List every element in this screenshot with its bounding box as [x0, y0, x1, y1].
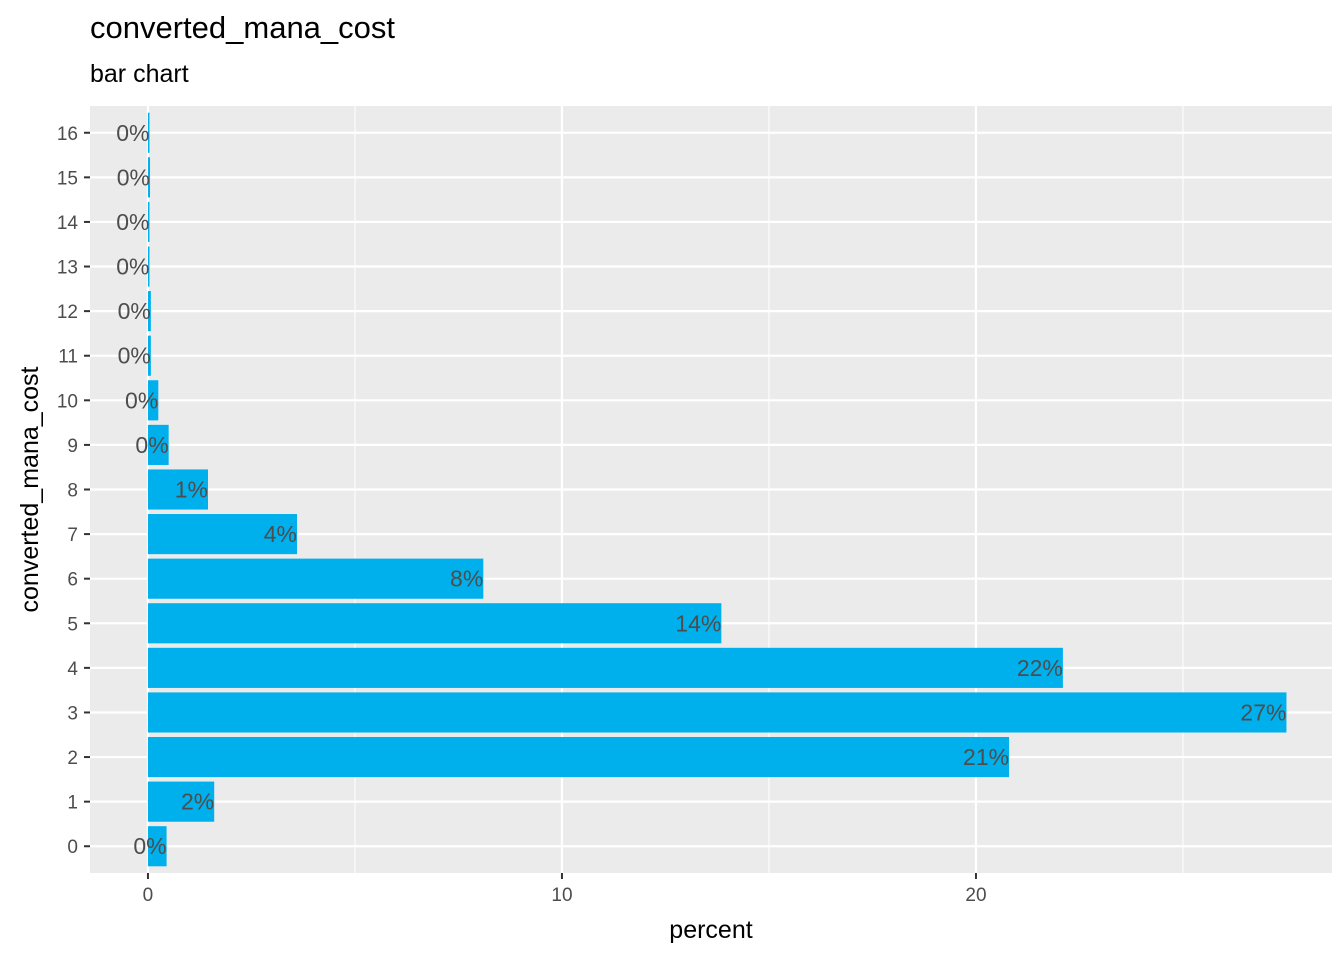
- x-tick-label: 20: [965, 885, 986, 906]
- bar: [147, 647, 1063, 688]
- data-label: 8%: [450, 566, 483, 592]
- bar: [147, 603, 722, 644]
- data-labels: 0% 2% 21% 27% 22% 14% 8% 4% 1% 0% 0% 0% 0% 0% 0% 0% 0%: [116, 120, 1286, 859]
- bar: [147, 201, 150, 243]
- bar: [147, 736, 1010, 778]
- bar: [147, 424, 169, 465]
- data-label: 0%: [116, 209, 149, 235]
- y-tick-label: 16: [57, 124, 78, 145]
- x-axis: 0 10 20: [143, 873, 987, 906]
- y-tick-label: 14: [57, 213, 79, 234]
- bar: [147, 514, 297, 555]
- y-tick-label: 6: [67, 570, 78, 591]
- bars: [147, 112, 1287, 867]
- bar: [147, 246, 150, 287]
- data-label: 21%: [963, 744, 1009, 770]
- y-tick-label: 9: [67, 436, 78, 457]
- y-tick-label: 2: [67, 748, 78, 769]
- data-label: 0%: [116, 120, 149, 146]
- data-label: 0%: [125, 387, 158, 413]
- y-tick-label: 15: [57, 168, 78, 189]
- x-tick-label: 0: [143, 885, 154, 906]
- y-tick-label: 4: [67, 659, 78, 680]
- bar: [147, 781, 215, 822]
- x-axis-title: percent: [669, 916, 752, 944]
- bar: [147, 157, 151, 198]
- data-label: 0%: [116, 254, 149, 280]
- data-label: 27%: [1240, 699, 1286, 725]
- chart-title: converted_mana_cost: [90, 10, 396, 45]
- data-label: 0%: [118, 298, 151, 324]
- data-label: 1%: [175, 477, 208, 503]
- y-tick-label: 0: [67, 837, 78, 858]
- bar: [147, 692, 1287, 733]
- y-tick-label: 8: [67, 481, 78, 502]
- data-label: 2%: [181, 789, 214, 815]
- chart-subtitle: bar chart: [90, 60, 189, 88]
- bar: [147, 335, 151, 376]
- y-tick-label: 13: [57, 258, 78, 279]
- bar: [147, 291, 151, 332]
- y-tick-label: 11: [58, 347, 78, 368]
- bar: [147, 112, 150, 153]
- data-label: 0%: [133, 833, 166, 859]
- x-tick-label: 10: [551, 885, 572, 906]
- bar: [147, 558, 484, 599]
- data-label: 0%: [118, 343, 151, 369]
- y-axis-title: converted_mana_cost: [16, 366, 44, 612]
- bar: [147, 380, 159, 421]
- data-label: 4%: [264, 521, 297, 547]
- data-label: 22%: [1017, 655, 1063, 681]
- bar: [147, 826, 167, 867]
- data-label: 14%: [675, 610, 721, 636]
- y-tick-label: 12: [57, 302, 78, 323]
- y-tick-label: 3: [67, 703, 78, 724]
- data-label: 0%: [135, 432, 168, 458]
- y-tick-label: 5: [67, 614, 78, 635]
- y-tick-label: 7: [67, 525, 78, 546]
- data-label: 0%: [117, 164, 150, 190]
- bar: [147, 469, 208, 510]
- y-tick-label: 1: [67, 793, 78, 814]
- y-tick-label: 10: [57, 391, 78, 412]
